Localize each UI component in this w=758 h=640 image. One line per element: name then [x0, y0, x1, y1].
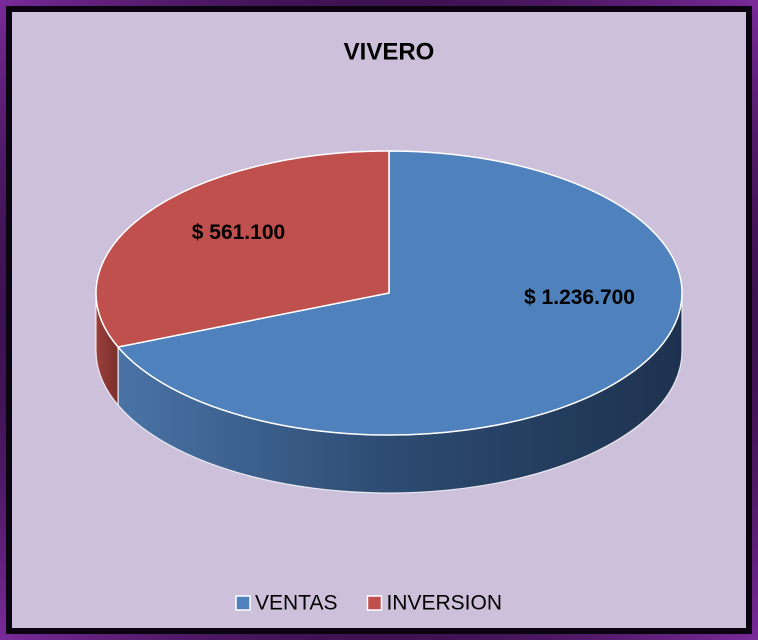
data-label: $ 1.236.700 [524, 285, 635, 309]
legend-swatch [235, 595, 251, 611]
chart-title: VIVERO [344, 38, 435, 65]
legend-label: VENTAS [255, 592, 337, 615]
data-label: $ 561.100 [191, 221, 286, 245]
slice [116, 150, 683, 436]
slice [95, 150, 390, 348]
legend-swatch [366, 595, 383, 611]
legend-label: INVERSION [386, 592, 502, 615]
